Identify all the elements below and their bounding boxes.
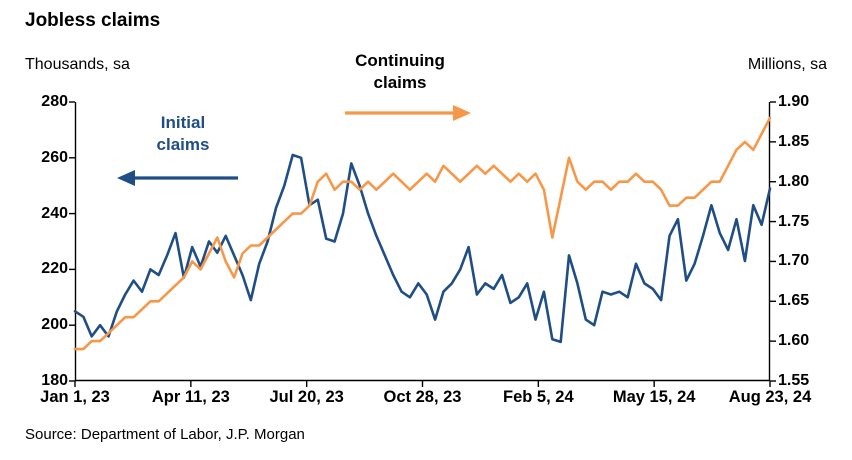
x-tick-label: May 15, 24 bbox=[612, 388, 696, 406]
right-tick-label: 1.80 bbox=[778, 172, 810, 190]
left-tick-label: 200 bbox=[41, 316, 68, 334]
x-tick-label: Aug 23, 24 bbox=[728, 388, 812, 406]
initial-claims-arrowhead bbox=[117, 170, 135, 186]
continuing-claims-annotation: Continuing claims bbox=[355, 51, 445, 93]
right-tick-label: 1.75 bbox=[778, 212, 810, 230]
left-tick-label: 180 bbox=[41, 372, 68, 389]
right-tick-label: 1.70 bbox=[778, 252, 810, 270]
plot-area bbox=[69, 101, 776, 387]
initial-claims-annotation: Initial claims bbox=[156, 113, 210, 155]
right-tick-label: 1.65 bbox=[778, 292, 810, 310]
left-tick-label: 240 bbox=[41, 204, 68, 222]
left-tick-label: 220 bbox=[41, 260, 68, 278]
initial-claims-line bbox=[73, 153, 772, 344]
right-tick-label: 1.60 bbox=[778, 332, 810, 350]
continuing-claims-line bbox=[73, 116, 772, 351]
source-note: Source: Department of Labor, J.P. Morgan bbox=[25, 426, 305, 443]
right-tick-label: 1.55 bbox=[778, 372, 810, 389]
x-tick-label: Oct 28, 23 bbox=[383, 388, 462, 406]
left-axis-title: Thousands, sa bbox=[25, 56, 130, 73]
x-tick-label: Feb 5, 24 bbox=[503, 388, 574, 406]
right-tick-label: 1.85 bbox=[778, 132, 810, 150]
right-axis-title: Millions, sa bbox=[747, 56, 827, 73]
left-tick-label: 280 bbox=[41, 93, 68, 110]
continuing-claims-arrowhead bbox=[453, 105, 471, 121]
x-tick-label: Jul 20, 23 bbox=[269, 388, 344, 406]
chart-title: Jobless claims bbox=[25, 10, 161, 31]
x-tick-label: Apr 11, 23 bbox=[151, 388, 230, 406]
x-tick-label: Jan 1, 23 bbox=[40, 388, 110, 406]
right-tick-label: 1.90 bbox=[778, 93, 810, 110]
left-tick-label: 260 bbox=[41, 148, 68, 166]
